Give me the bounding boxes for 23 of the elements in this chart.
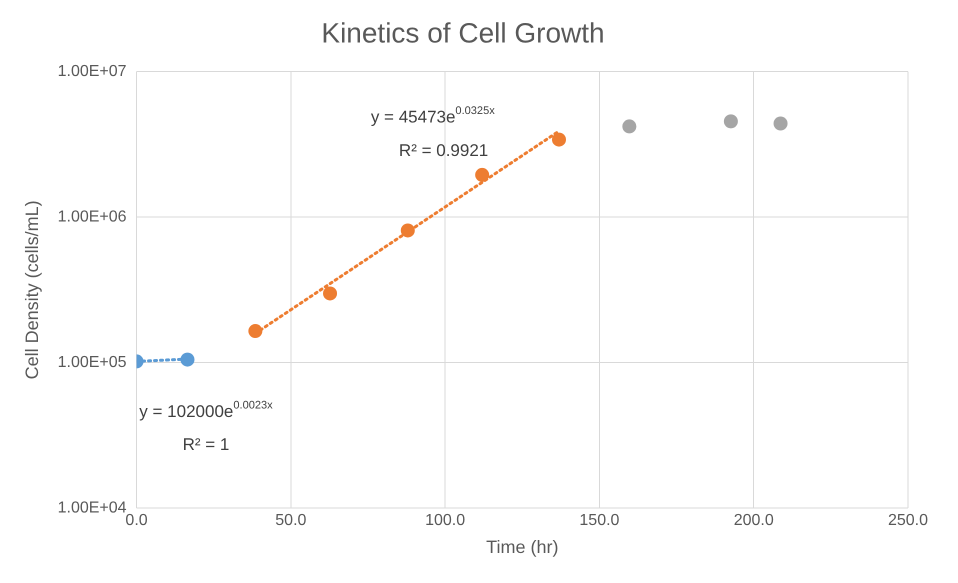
x-tick-label: 100.0 bbox=[425, 512, 466, 530]
y-tick-label: 1.00E+06 bbox=[58, 208, 127, 226]
x-axis-title: Time (hr) bbox=[486, 537, 558, 558]
x-tick-label: 0.0 bbox=[125, 512, 148, 530]
point bbox=[774, 116, 788, 130]
x-tick-label: 200.0 bbox=[734, 512, 774, 530]
point bbox=[323, 286, 338, 300]
x-tick-label: 50.0 bbox=[275, 512, 307, 530]
y-tick-label: 1.00E+07 bbox=[58, 63, 127, 80]
y-axis-title: Cell Density (cells/mL) bbox=[22, 200, 42, 380]
point bbox=[622, 119, 636, 134]
y-tick-label: 1.00E+05 bbox=[58, 354, 127, 372]
x-tick-label: 250.0 bbox=[888, 512, 928, 530]
chart-title: Kinetics of Cell Growth bbox=[321, 18, 605, 49]
annotation: R² = 1 bbox=[182, 435, 230, 454]
point bbox=[552, 132, 566, 147]
point bbox=[400, 223, 415, 238]
x-tick-label: 150.0 bbox=[579, 512, 620, 530]
point bbox=[724, 114, 738, 128]
point bbox=[248, 324, 262, 338]
point bbox=[475, 168, 490, 182]
annotation: R² = 0.9921 bbox=[398, 141, 488, 160]
y-tick-label: 1.00E+04 bbox=[58, 500, 127, 517]
